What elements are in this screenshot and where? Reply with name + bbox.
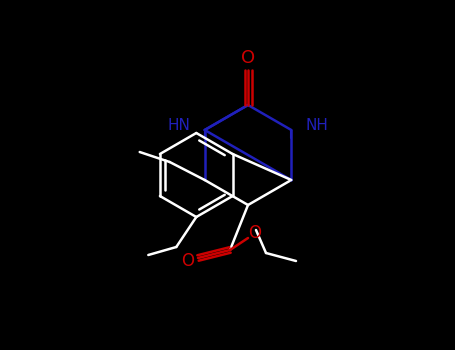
Text: O: O xyxy=(241,49,255,67)
Text: NH: NH xyxy=(305,119,328,133)
Text: O: O xyxy=(182,252,194,270)
Text: O: O xyxy=(248,224,262,242)
Text: HN: HN xyxy=(168,119,191,133)
